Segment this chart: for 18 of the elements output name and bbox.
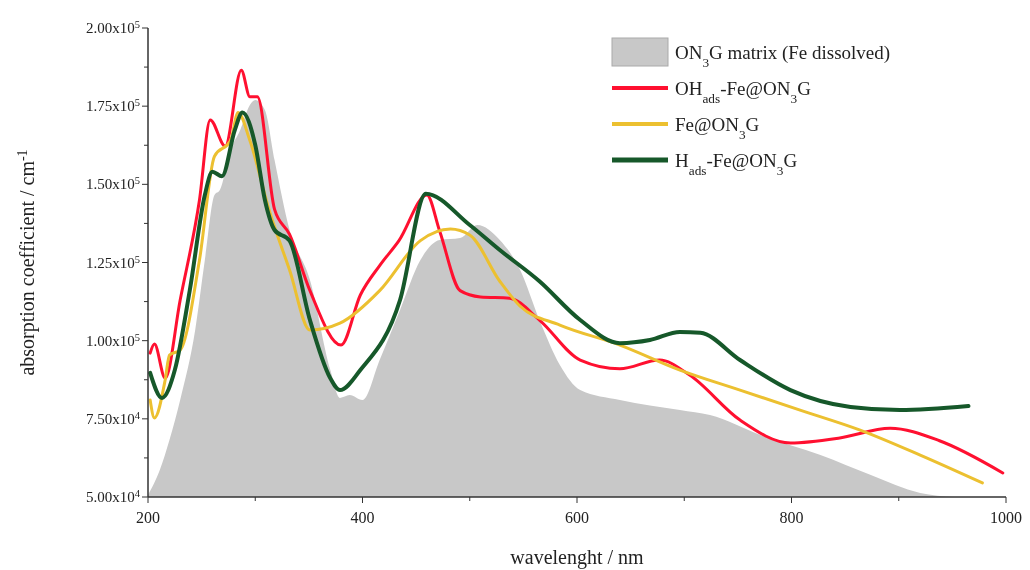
x-tick-label: 1000 (990, 509, 1022, 526)
line-series (148, 110, 971, 413)
y-tick-label: 1.00x10$^{5}$ (86, 331, 140, 349)
legend-label: ON$_{3}$G matrix (Fe dissolved) (675, 42, 891, 70)
y-tick-label: 1.75x10$^{5}$ (86, 96, 140, 115)
x-tick-label: 800 (779, 509, 804, 526)
y-tick-label: 5.00x10$^{4}$ (86, 487, 141, 505)
y-tick-label: 7.50x10$^{4}$ (86, 409, 141, 427)
x-tick-label: 400 (350, 509, 375, 526)
legend-label: OH$_{ads}$-Fe@ON$_{3}$G (675, 78, 812, 106)
y-tick-label: 1.25x10$^{5}$ (86, 253, 140, 271)
legend-label: Fe@ON$_{3}$G (675, 114, 760, 142)
x-tick-label: 600 (565, 509, 589, 526)
y-tick-label: 2.00x10$^{5}$ (86, 18, 140, 36)
x-tick-label: 200 (136, 509, 160, 526)
y-tick-label: 1.50x10$^{5}$ (86, 174, 140, 193)
legend-label: H$_{ads}$-Fe@ON$_{3}$G (675, 150, 798, 178)
x-axis-title: wavelenght / nm (510, 546, 645, 569)
